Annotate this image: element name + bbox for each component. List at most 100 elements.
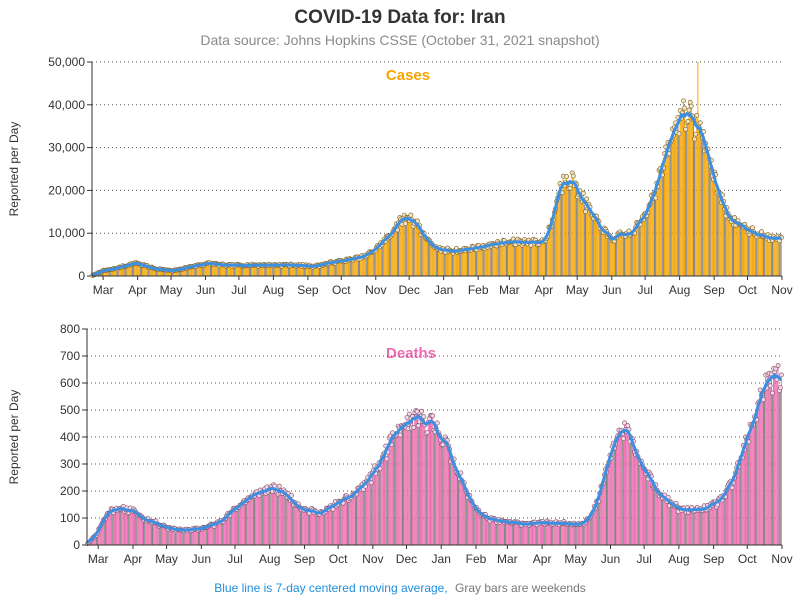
cases-bar [283, 264, 285, 276]
deaths-plot: 0 100 200 300 400 500 600 700 800 Mar Apr May Jun Jul… [60, 322, 793, 566]
deaths-bar [194, 528, 196, 545]
cases-bar [114, 268, 116, 276]
cases-bar [311, 266, 313, 276]
deaths-moving-average-line [86, 373, 782, 544]
cases-bar [635, 226, 637, 276]
deaths-bar [373, 465, 375, 545]
cases-x-tick-label: Dec [399, 283, 420, 297]
deaths-bar [732, 482, 734, 545]
cases-bar [651, 199, 653, 276]
deaths-y-tick-label: 700 [60, 349, 80, 363]
deaths-bar [776, 379, 778, 545]
cases-bar [386, 235, 388, 276]
deaths-bar [350, 497, 352, 545]
cases-x-tick-label: Apr [128, 283, 147, 297]
cases-bar [771, 240, 773, 276]
cases-y-tick-label: 30,000 [48, 141, 85, 155]
deaths-bar [354, 494, 356, 545]
cases-bar [640, 220, 642, 276]
cases-bar [194, 265, 196, 276]
deaths-bar [294, 502, 296, 545]
deaths-point [276, 483, 282, 489]
deaths-bar [220, 520, 222, 545]
cases-bar [242, 266, 244, 276]
deaths-bar [397, 426, 399, 545]
cases-bar [685, 129, 687, 276]
cases-bar [202, 265, 204, 276]
cases-bar [182, 269, 184, 276]
deaths-bar [173, 528, 175, 545]
cases-bar [459, 250, 461, 276]
cases-bar [671, 128, 673, 276]
deaths-x-tick-label: May [564, 552, 587, 566]
cases-bar [343, 261, 345, 276]
cases-bar [435, 248, 437, 276]
cases-bar [641, 216, 643, 276]
deaths-bar [176, 529, 178, 545]
deaths-bar [479, 513, 481, 545]
cases-bar [575, 182, 576, 276]
cases-bar [553, 212, 555, 276]
cases-bar [120, 267, 122, 276]
cases-bar [304, 266, 306, 276]
cases-bar [383, 238, 385, 276]
cases-bar [401, 224, 403, 276]
deaths-bar [580, 524, 582, 545]
cases-bar [178, 269, 180, 276]
cases-bar [188, 266, 190, 276]
cases-bar [524, 242, 526, 276]
deaths-bar [147, 518, 149, 545]
cases-bar [223, 264, 225, 276]
cases-bar [747, 232, 749, 276]
deaths-bar [635, 454, 637, 545]
cases-bar [638, 224, 640, 276]
cases-bar [113, 268, 115, 276]
cases-bar [458, 251, 460, 276]
deaths-bar [409, 421, 411, 545]
deaths-bar [529, 524, 531, 545]
cases-bar [393, 228, 395, 276]
deaths-point [397, 432, 403, 438]
deaths-bar [213, 526, 215, 545]
cases-bar [294, 264, 296, 276]
deaths-bar [111, 509, 113, 545]
cases-bar [157, 269, 159, 276]
cases-bar [490, 246, 492, 276]
cases-bar [676, 132, 678, 276]
deaths-bar [656, 490, 658, 545]
cases-bar [442, 248, 444, 276]
cases-bar [319, 266, 320, 276]
deaths-bar [228, 514, 230, 545]
deaths-bar [424, 424, 426, 545]
deaths-bar [500, 520, 502, 545]
cases-bar [272, 264, 274, 276]
cases-bar [606, 231, 608, 276]
deaths-bar [393, 436, 394, 545]
deaths-bar [248, 499, 250, 545]
cases-bar [232, 264, 234, 276]
deaths-bar [470, 500, 472, 545]
cases-bar [609, 235, 611, 276]
deaths-x-tick-label: Jul [227, 552, 242, 566]
cases-bar [198, 265, 200, 276]
deaths-bar [730, 481, 732, 545]
cases-bar [410, 215, 412, 276]
deaths-bar [502, 521, 504, 545]
deaths-bar [255, 492, 257, 545]
deaths-bar [683, 507, 685, 545]
deaths-bar [585, 519, 587, 545]
deaths-bar [201, 529, 203, 545]
deaths-bar [370, 482, 372, 545]
deaths-bar [604, 469, 606, 545]
deaths-panel: Deaths Reported per Day [7, 345, 436, 484]
deaths-bar [401, 426, 403, 545]
cases-bar [539, 241, 541, 276]
cases-bar [176, 270, 178, 276]
deaths-bar [774, 372, 776, 545]
cases-bar [518, 243, 520, 276]
deaths-bar [257, 494, 259, 545]
cases-bar [263, 264, 265, 276]
cases-bar [230, 264, 231, 276]
deaths-bar [498, 519, 500, 545]
cases-bar [376, 245, 378, 276]
